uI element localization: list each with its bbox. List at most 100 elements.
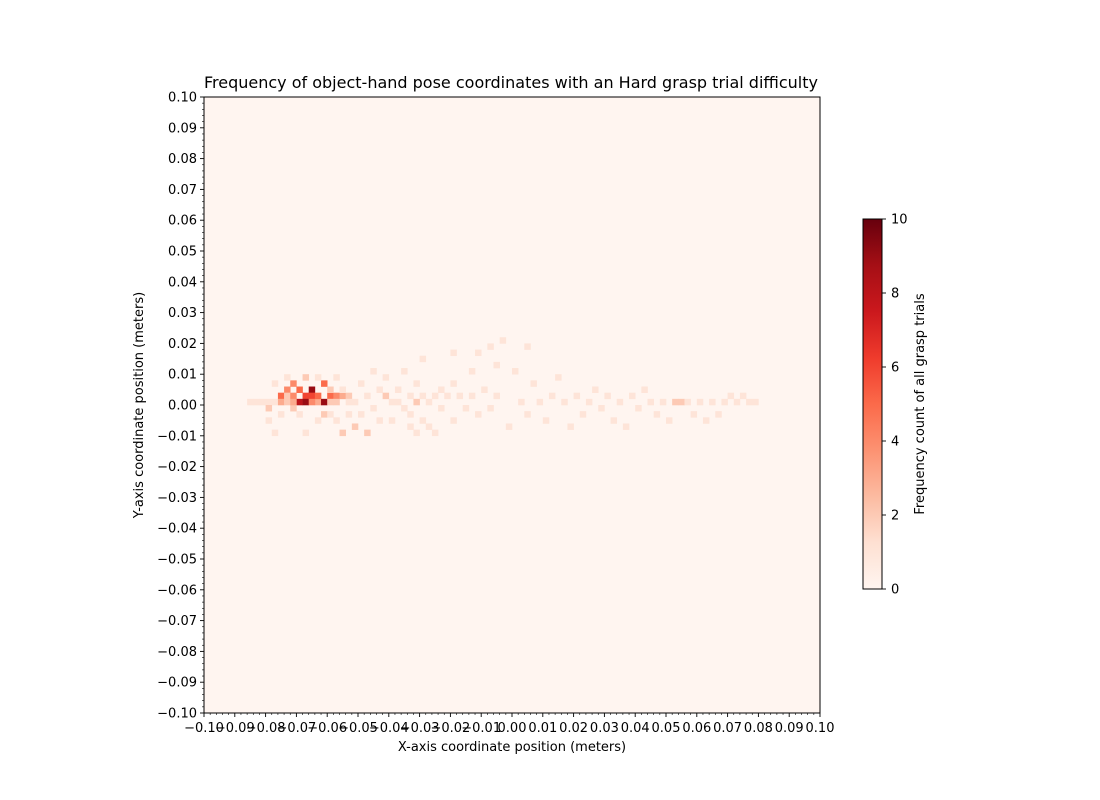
heatmap-cell	[579, 411, 587, 418]
heatmap-cell	[339, 392, 346, 400]
x-tick-label: 0.05	[652, 721, 681, 736]
heatmap-cell	[666, 417, 673, 424]
heatmap-cell	[290, 405, 297, 412]
heatmap-cell	[358, 380, 365, 387]
heatmap-cell	[277, 392, 285, 400]
x-tick-label: 0.01	[528, 721, 557, 736]
heatmap-cell	[407, 411, 414, 418]
heatmap-cell	[641, 386, 648, 393]
x-tick-label: −0.09	[215, 721, 255, 736]
heatmap-cell	[271, 380, 279, 387]
heatmap-cell	[709, 398, 716, 406]
y-tick-label: 0.05	[168, 245, 197, 260]
heatmap-cell	[327, 398, 334, 406]
heatmap-cell	[296, 398, 303, 406]
heatmap-cell	[499, 337, 507, 344]
y-tick-label: −0.05	[157, 553, 197, 568]
heatmap-cell	[277, 411, 285, 418]
y-tick-label: 0.04	[168, 275, 197, 290]
heatmap-cell	[653, 411, 661, 418]
heatmap-cell	[277, 398, 285, 406]
y-tick-label: −0.04	[157, 522, 197, 537]
heatmap-cell	[376, 386, 383, 393]
heatmap-cell	[518, 398, 525, 406]
heatmap-cell	[721, 398, 728, 406]
colorbar-tick-label: 8	[891, 287, 899, 302]
x-tick-label: 0.06	[682, 721, 711, 736]
colorbar	[862, 218, 883, 590]
x-tick-label: 0.09	[775, 721, 804, 736]
colorbar-tick-label: 0	[891, 583, 899, 598]
heatmap-cell	[512, 368, 519, 375]
x-axis-label: X-axis coordinate position (meters)	[398, 740, 626, 755]
heatmap-cell	[425, 423, 433, 430]
heatmap-cell	[265, 398, 273, 406]
x-tick-label: −0.05	[338, 721, 378, 736]
heatmap-cell	[265, 417, 273, 424]
x-tick-label: −0.06	[307, 721, 347, 736]
heatmap-cell	[715, 411, 722, 418]
heatmap-cell	[629, 392, 636, 400]
x-tick-label: −0.01	[461, 721, 501, 736]
x-tick-label: 0.04	[621, 721, 650, 736]
heatmap-cell	[327, 386, 334, 393]
heatmap-cell	[647, 398, 654, 406]
heatmap-cell	[296, 386, 303, 393]
plot-area	[204, 97, 820, 713]
heatmap-cell	[370, 405, 377, 412]
colorbar-tick-label: 2	[891, 509, 899, 524]
heatmap-cell	[444, 392, 451, 400]
heatmap-cell	[314, 417, 322, 424]
heatmap-cell	[290, 398, 297, 406]
heatmap-cell	[431, 429, 439, 437]
heatmap-cell	[284, 398, 291, 406]
heatmap-cell	[327, 411, 334, 418]
heatmap-cell	[401, 405, 408, 412]
heatmap-cell	[419, 417, 427, 424]
heatmap-cell	[462, 405, 470, 412]
heatmap-cell	[296, 411, 303, 418]
heatmap-cell	[413, 398, 420, 406]
heatmap-cell	[622, 423, 630, 430]
heatmap-cell	[456, 392, 464, 400]
heatmap-cell	[376, 417, 383, 424]
colorbar-label: Frequency count of all grasp trials	[913, 293, 928, 514]
x-tick-label: 0.02	[559, 721, 588, 736]
heatmap-cell	[487, 405, 494, 412]
heatmap-cell	[438, 405, 445, 412]
heatmap-cell	[684, 398, 691, 406]
heatmap-cell	[358, 411, 365, 418]
x-tick-label: −0.10	[184, 721, 224, 736]
heatmap-cell	[253, 398, 260, 406]
heatmap-cell	[345, 398, 353, 406]
heatmap-cell	[475, 349, 482, 357]
heatmap-cell	[407, 423, 414, 430]
heatmap-cell	[752, 398, 759, 406]
heatmap-cell	[678, 398, 685, 406]
heatmap-cell	[327, 392, 334, 400]
heatmap-cell	[450, 417, 457, 424]
x-tick-label: 0.03	[590, 721, 619, 736]
heatmap-cell	[542, 417, 550, 424]
heatmap-cell	[659, 398, 667, 406]
heatmap-cell	[598, 405, 605, 412]
heatmap-cell	[672, 398, 679, 406]
heatmap-cell	[290, 392, 297, 400]
y-tick-label: −0.03	[157, 491, 197, 506]
y-tick-label: −0.09	[157, 676, 197, 691]
heatmap-cell	[536, 398, 544, 406]
heatmap-cell	[271, 398, 279, 406]
x-tick-label: −0.04	[369, 721, 409, 736]
heatmap-cell	[524, 411, 531, 418]
heatmap-cell	[351, 398, 359, 406]
heatmap-cell	[388, 398, 396, 406]
heatmap-cell	[308, 392, 316, 400]
heatmap-cell	[739, 392, 747, 400]
heatmap-cell	[333, 392, 340, 400]
heatmap-cell	[592, 386, 599, 393]
heatmap-cell	[567, 423, 574, 430]
heatmap-cell	[388, 417, 396, 424]
y-tick-label: 0.02	[168, 337, 197, 352]
heatmap-cell	[345, 411, 353, 418]
